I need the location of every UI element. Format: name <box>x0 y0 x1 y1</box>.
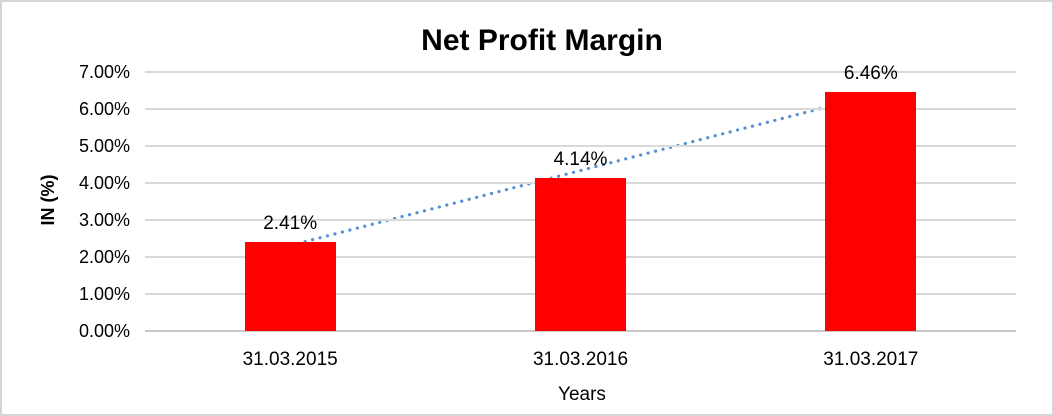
gridline <box>145 108 1016 110</box>
chart-title: Net Profit Margin <box>421 24 663 57</box>
y-tick-label: 1.00% <box>78 284 130 304</box>
y-axis-title: IN (%) <box>38 174 58 226</box>
y-tick-label: 4.00% <box>78 173 130 193</box>
x-axis-title: Years <box>558 384 606 405</box>
x-tick-label: 31.03.2015 <box>242 349 338 370</box>
bar <box>825 91 917 331</box>
y-tick-label: 7.00% <box>78 62 130 82</box>
gridline <box>145 145 1016 147</box>
y-tick-label: 3.00% <box>78 210 130 230</box>
x-tick-label: 31.03.2017 <box>823 349 919 370</box>
bar-data-label: 4.14% <box>553 148 608 170</box>
y-tick-label: 2.00% <box>78 247 130 267</box>
x-tick-label: 31.03.2016 <box>532 349 629 370</box>
y-tick-label: 5.00% <box>78 136 130 156</box>
gridline <box>145 330 1016 332</box>
y-tick-label: 0.00% <box>78 321 130 341</box>
bar-data-label: 2.41% <box>263 212 318 234</box>
gridline <box>145 71 1016 73</box>
bar <box>244 241 336 331</box>
bar-data-label: 6.46% <box>843 62 898 84</box>
bar <box>535 177 626 331</box>
y-tick-label: 6.00% <box>78 99 130 119</box>
